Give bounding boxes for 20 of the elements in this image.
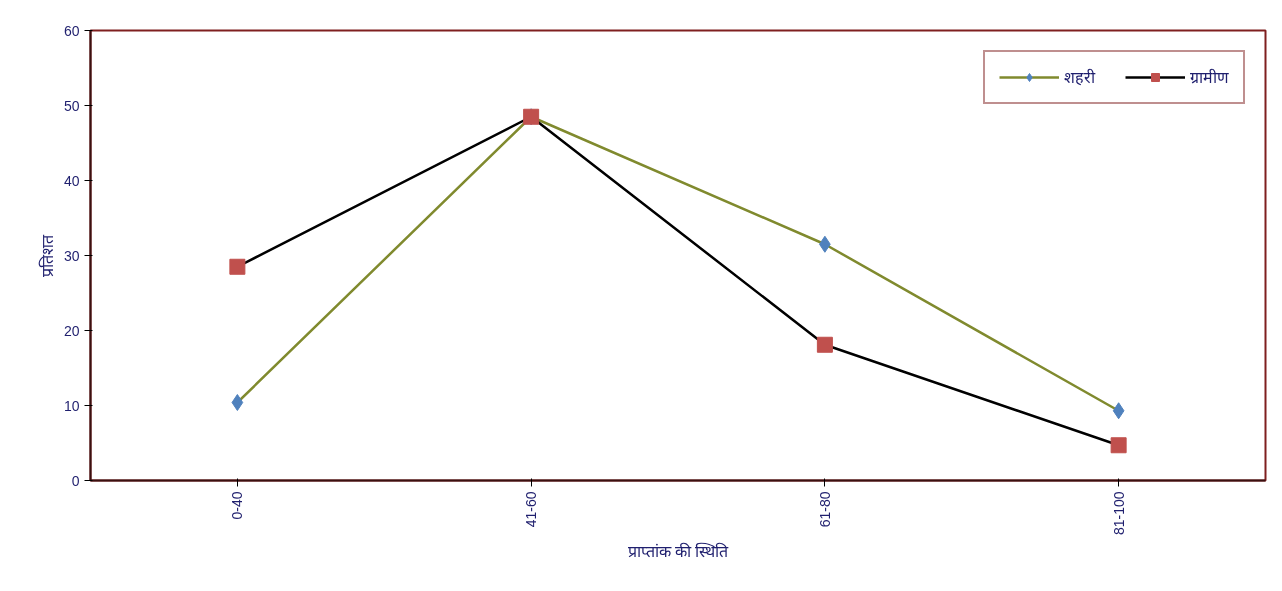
x-tick-label: 81-100 bbox=[1110, 491, 1127, 536]
point bbox=[816, 336, 833, 353]
point bbox=[1112, 402, 1125, 420]
x-axis-title: प्राप्तांक की स्थिति bbox=[627, 542, 730, 561]
point bbox=[1110, 437, 1127, 454]
point bbox=[229, 258, 246, 275]
y-tick-label: 10 bbox=[63, 397, 80, 414]
y-tick-label: 60 bbox=[63, 22, 80, 39]
x-tick-label: 61-80 bbox=[816, 491, 833, 528]
y-tick-label: 50 bbox=[63, 97, 80, 114]
legend-label: ग्रामीण bbox=[1190, 67, 1229, 88]
point bbox=[231, 394, 244, 411]
y-tick-label: 30 bbox=[63, 247, 80, 264]
y-tick-label: 40 bbox=[63, 172, 80, 189]
y-tick-label: 0 bbox=[71, 472, 80, 489]
x-tick-label: 41-60 bbox=[523, 491, 540, 528]
legend-label: शहरी bbox=[1064, 67, 1095, 88]
y-tick-label: 20 bbox=[63, 322, 80, 339]
y-axis-title: प्रतिशत bbox=[37, 233, 56, 277]
x-tick-label: 0-40 bbox=[229, 491, 246, 520]
